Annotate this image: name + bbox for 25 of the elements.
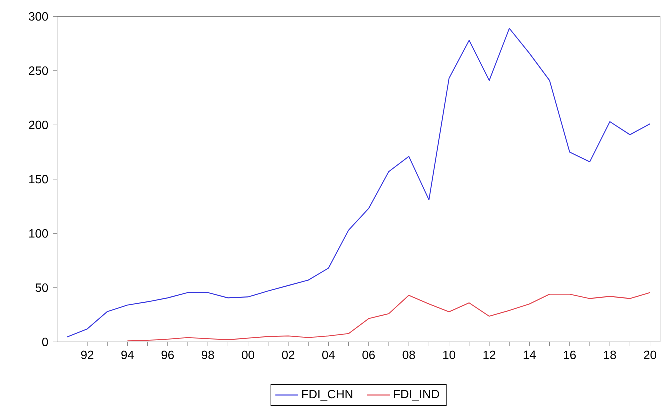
x-tick-label: 00	[242, 350, 255, 360]
y-tick-label: 250	[29, 66, 48, 76]
y-tick-label: 0	[42, 338, 48, 346]
line-series	[66, 28, 651, 338]
x-tick-label: 92	[81, 350, 94, 360]
x-tick-label: 10	[444, 350, 456, 360]
x-tick-label: 20	[644, 350, 656, 360]
x-tick-label: 96	[162, 350, 174, 360]
x-tick-label: 94	[122, 350, 134, 360]
legend-label: FDI_IND	[394, 390, 440, 401]
x-tick-label: 02	[282, 350, 295, 360]
y-tick-label: 100	[30, 229, 48, 238]
x-tick-label: 16	[564, 350, 576, 360]
x-tick-label: 14	[524, 350, 536, 360]
y-tick-label: 200	[29, 120, 48, 130]
x-tick-label: 12	[484, 350, 496, 360]
x-tick-label: 06	[362, 350, 376, 360]
legend-label: FDI_CHN	[302, 390, 353, 401]
y-tick-label: 50	[36, 284, 48, 292]
x-tick-label: 18	[604, 350, 616, 360]
x-tick-label: 98	[202, 350, 214, 360]
y-tick-label: 300	[29, 12, 48, 21]
y-tick-label: 150	[30, 175, 48, 184]
x-tick-label: 04	[322, 350, 336, 360]
x-tick-label: 08	[402, 350, 416, 360]
